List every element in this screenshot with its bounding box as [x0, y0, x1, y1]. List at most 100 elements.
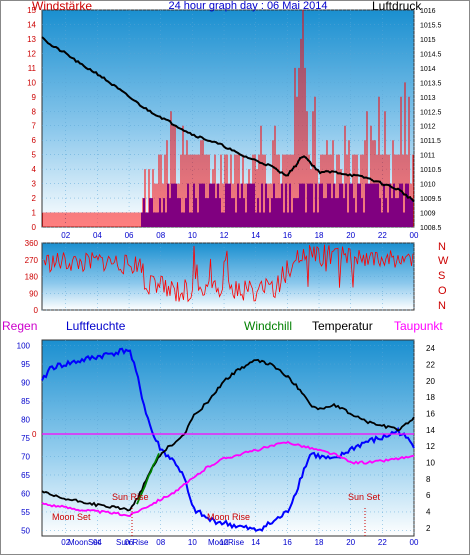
sunrise-x-overlay: Sun Rise	[116, 538, 149, 547]
temperature-tick-label: 2	[426, 524, 431, 533]
pressure-tick-label: 1011	[420, 153, 435, 160]
sunset-label: Sun Set	[348, 492, 381, 502]
regen-label: Regen	[2, 319, 37, 333]
pressure-tick-label: 1010.5	[420, 167, 442, 174]
pressure-tick-label: 1014	[420, 66, 436, 73]
humidity-tick-label: 60	[21, 489, 30, 498]
luftdruck-label: Luftdruck	[372, 0, 422, 13]
temperature-tick-label: 6	[426, 491, 431, 500]
x-tick-label: 20	[346, 231, 355, 240]
windstaerke-label: Windstärke	[32, 0, 92, 13]
pressure-tick-label: 1015.5	[420, 22, 442, 29]
pressure-tick-label: 1009	[420, 211, 436, 218]
pressure-line	[41, 36, 415, 203]
pressure-tick-label: 1013	[420, 95, 436, 102]
temperature-tick-label: 12	[426, 442, 435, 451]
x-tick-label: 10	[188, 231, 197, 240]
wind-tick-label: 4	[32, 165, 37, 174]
direction-tick-label: 0	[34, 306, 39, 315]
bottom-x-tick-label: 16	[283, 538, 292, 547]
x-tick-label: 16	[283, 231, 292, 240]
temperature-tick-label: 24	[426, 344, 435, 353]
humidity-temperature-grid	[42, 340, 415, 536]
taupunkt-label: Taupunkt	[394, 319, 443, 333]
pressure-tick-label: 1016	[420, 8, 436, 15]
humidity-temperature-panel	[41, 339, 415, 537]
pressure-tick-label: 1011.5	[420, 138, 441, 145]
pressure-tick-label: 1009.5	[420, 196, 442, 203]
temperature-tick-label: 20	[426, 377, 435, 386]
pressure-tick-label: 1012	[420, 124, 436, 131]
bottom-x-tick-label: 22	[378, 538, 387, 547]
x-tick-label: 18	[315, 231, 324, 240]
windchill-line	[136, 453, 160, 505]
chart-title: 24 hour graph day : 06 Mai 2014	[168, 0, 327, 12]
direction-label-n: N	[438, 241, 446, 253]
moonset-label: Moon Set	[52, 512, 91, 522]
wind-tick-label: 0	[32, 223, 37, 232]
humidity-tick-label: 100	[17, 342, 31, 351]
bottom-x-tick-label: 08	[156, 538, 165, 547]
bottom-x-tick-label: 14	[251, 538, 260, 547]
wind-tick-label: 15	[27, 6, 36, 15]
bottom-x-tick-label: 04	[93, 538, 102, 547]
humidity-tick-label: 55	[21, 508, 30, 517]
wind-pressure-series	[41, 10, 415, 227]
temperature-tick-label: 22	[426, 361, 435, 370]
pressure-tick-label: 1008.5	[420, 225, 442, 232]
rain-value: 0	[32, 430, 37, 439]
direction-tick-label: 360	[25, 239, 39, 248]
humidity-tick-label: 65	[21, 471, 30, 480]
bottom-x-tick-label: 00	[410, 538, 419, 547]
temperature-tick-label: 18	[426, 393, 435, 402]
wind-tick-label: 11	[28, 64, 37, 73]
temperatur-label: Temperatur	[312, 319, 373, 333]
wind-tick-label: 7	[32, 122, 37, 131]
moonrise-label: Moon Rise	[207, 512, 250, 522]
windchill-label: Windchill	[244, 319, 292, 333]
x-tick-label: 12	[220, 231, 229, 240]
humidity-temperature-series	[41, 347, 415, 533]
wind-tick-label: 9	[32, 93, 37, 102]
temperature-tick-label: 10	[426, 459, 435, 468]
humidity-tick-label: 80	[21, 416, 30, 425]
bottom-x-tick-label: 20	[346, 538, 355, 547]
temperature-tick-label: 16	[426, 410, 435, 419]
bottom-x-tick-label: 12	[220, 538, 229, 547]
x-tick-label: 04	[93, 231, 102, 240]
temperature-tick-label: 14	[426, 426, 435, 435]
humidity-temperature-axes: 5055606570758085909510024681012141618202…	[17, 342, 436, 547]
pressure-tick-label: 1012.5	[420, 109, 442, 116]
humidity-tick-label: 75	[21, 434, 30, 443]
x-tick-label: 08	[156, 231, 165, 240]
direction-label-n: N	[438, 300, 446, 312]
wind-pressure-axes: 01234567891011121314151008.510091009.510…	[27, 6, 441, 240]
x-tick-label: 14	[251, 231, 260, 240]
temperature-tick-label: 8	[426, 475, 431, 484]
direction-tick-label: 90	[29, 289, 38, 298]
wind-direction-axes: 0 90 180 270 360	[25, 239, 39, 315]
wind-tick-label: 12	[27, 49, 36, 58]
x-tick-label: 22	[378, 231, 387, 240]
wind-tick-label: 14	[27, 20, 36, 29]
x-tick-label: 00	[410, 231, 419, 240]
direction-tick-label: 180	[25, 273, 39, 282]
dewpoint-line	[41, 440, 415, 517]
moonrise-x-overlay: MoonRise	[208, 538, 245, 547]
wind-direction-line	[43, 244, 414, 303]
humidity-tick-label: 50	[21, 526, 30, 535]
bottom-x-tick-label: 10	[188, 538, 197, 547]
humidity-line	[41, 347, 415, 533]
direction-label-o: O	[438, 285, 447, 297]
bottom-x-tick-label: 02	[61, 538, 70, 547]
wind-tick-label: 3	[32, 180, 37, 189]
pressure-tick-label: 1014.5	[420, 51, 442, 58]
wind-tick-label: 6	[32, 136, 37, 145]
temperature-tick-label: 4	[426, 508, 431, 517]
sunrise-label: Sun Rise	[112, 492, 149, 502]
moonset-x-overlay: MoonSet	[68, 538, 101, 547]
bottom-x-tick-label: 06	[125, 538, 134, 547]
wind-tick-label: 8	[32, 107, 37, 116]
